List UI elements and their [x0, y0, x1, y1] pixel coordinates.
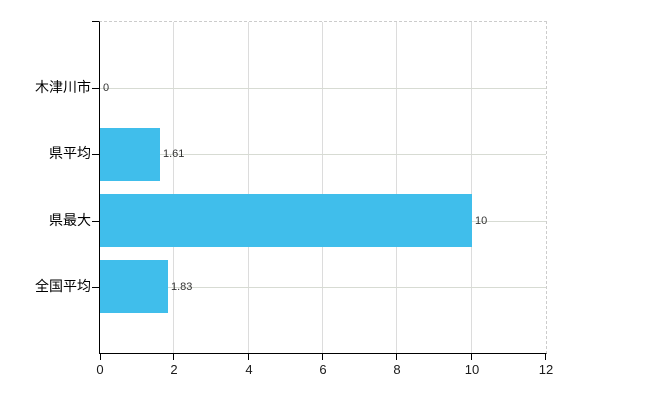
plot-area: 0 1.61 10 1.83	[92, 21, 547, 360]
x-tick-label: 12	[538, 362, 554, 377]
vertical-gridline	[173, 22, 174, 353]
category-gridline	[100, 154, 546, 155]
y-axis-tick	[92, 154, 99, 155]
x-axis-tick	[471, 354, 472, 360]
x-axis-tick	[545, 354, 546, 360]
x-axis-tick	[322, 354, 323, 360]
category-gridline	[100, 287, 546, 288]
x-axis-tick	[396, 354, 397, 360]
value-label: 1.83	[171, 281, 193, 293]
y-axis-tick	[92, 221, 99, 222]
x-tick-label: 4	[245, 362, 253, 377]
bar-県最大	[100, 194, 472, 247]
x-tick-label: 6	[319, 362, 327, 377]
y-axis-tick	[92, 88, 99, 89]
x-tick-label: 8	[393, 362, 401, 377]
category-gridline	[100, 88, 546, 89]
y-axis-tick	[92, 287, 99, 288]
x-axis-tick	[100, 354, 101, 360]
x-tick-label: 0	[96, 362, 104, 377]
x-tick-label: 10	[464, 362, 480, 377]
category-label-木津川市: 木津川市	[35, 79, 91, 95]
vertical-gridline	[248, 22, 249, 353]
vertical-gridline	[396, 22, 397, 353]
bar-県平均	[100, 128, 160, 181]
x-tick-label: 2	[170, 362, 178, 377]
value-label: 1.61	[163, 148, 185, 160]
category-label-県最大: 県最大	[49, 212, 91, 228]
category-label-全国平均: 全国平均	[35, 278, 91, 294]
x-axis-tick	[173, 354, 174, 360]
x-axis-tick	[248, 354, 249, 360]
bar-全国平均	[100, 260, 168, 313]
category-label-県平均: 県平均	[49, 145, 91, 161]
y-axis-end-tick	[92, 21, 99, 22]
vertical-gridline	[471, 22, 472, 353]
value-label: 10	[475, 215, 488, 227]
value-label: 0	[103, 82, 110, 94]
vertical-gridline	[322, 22, 323, 353]
